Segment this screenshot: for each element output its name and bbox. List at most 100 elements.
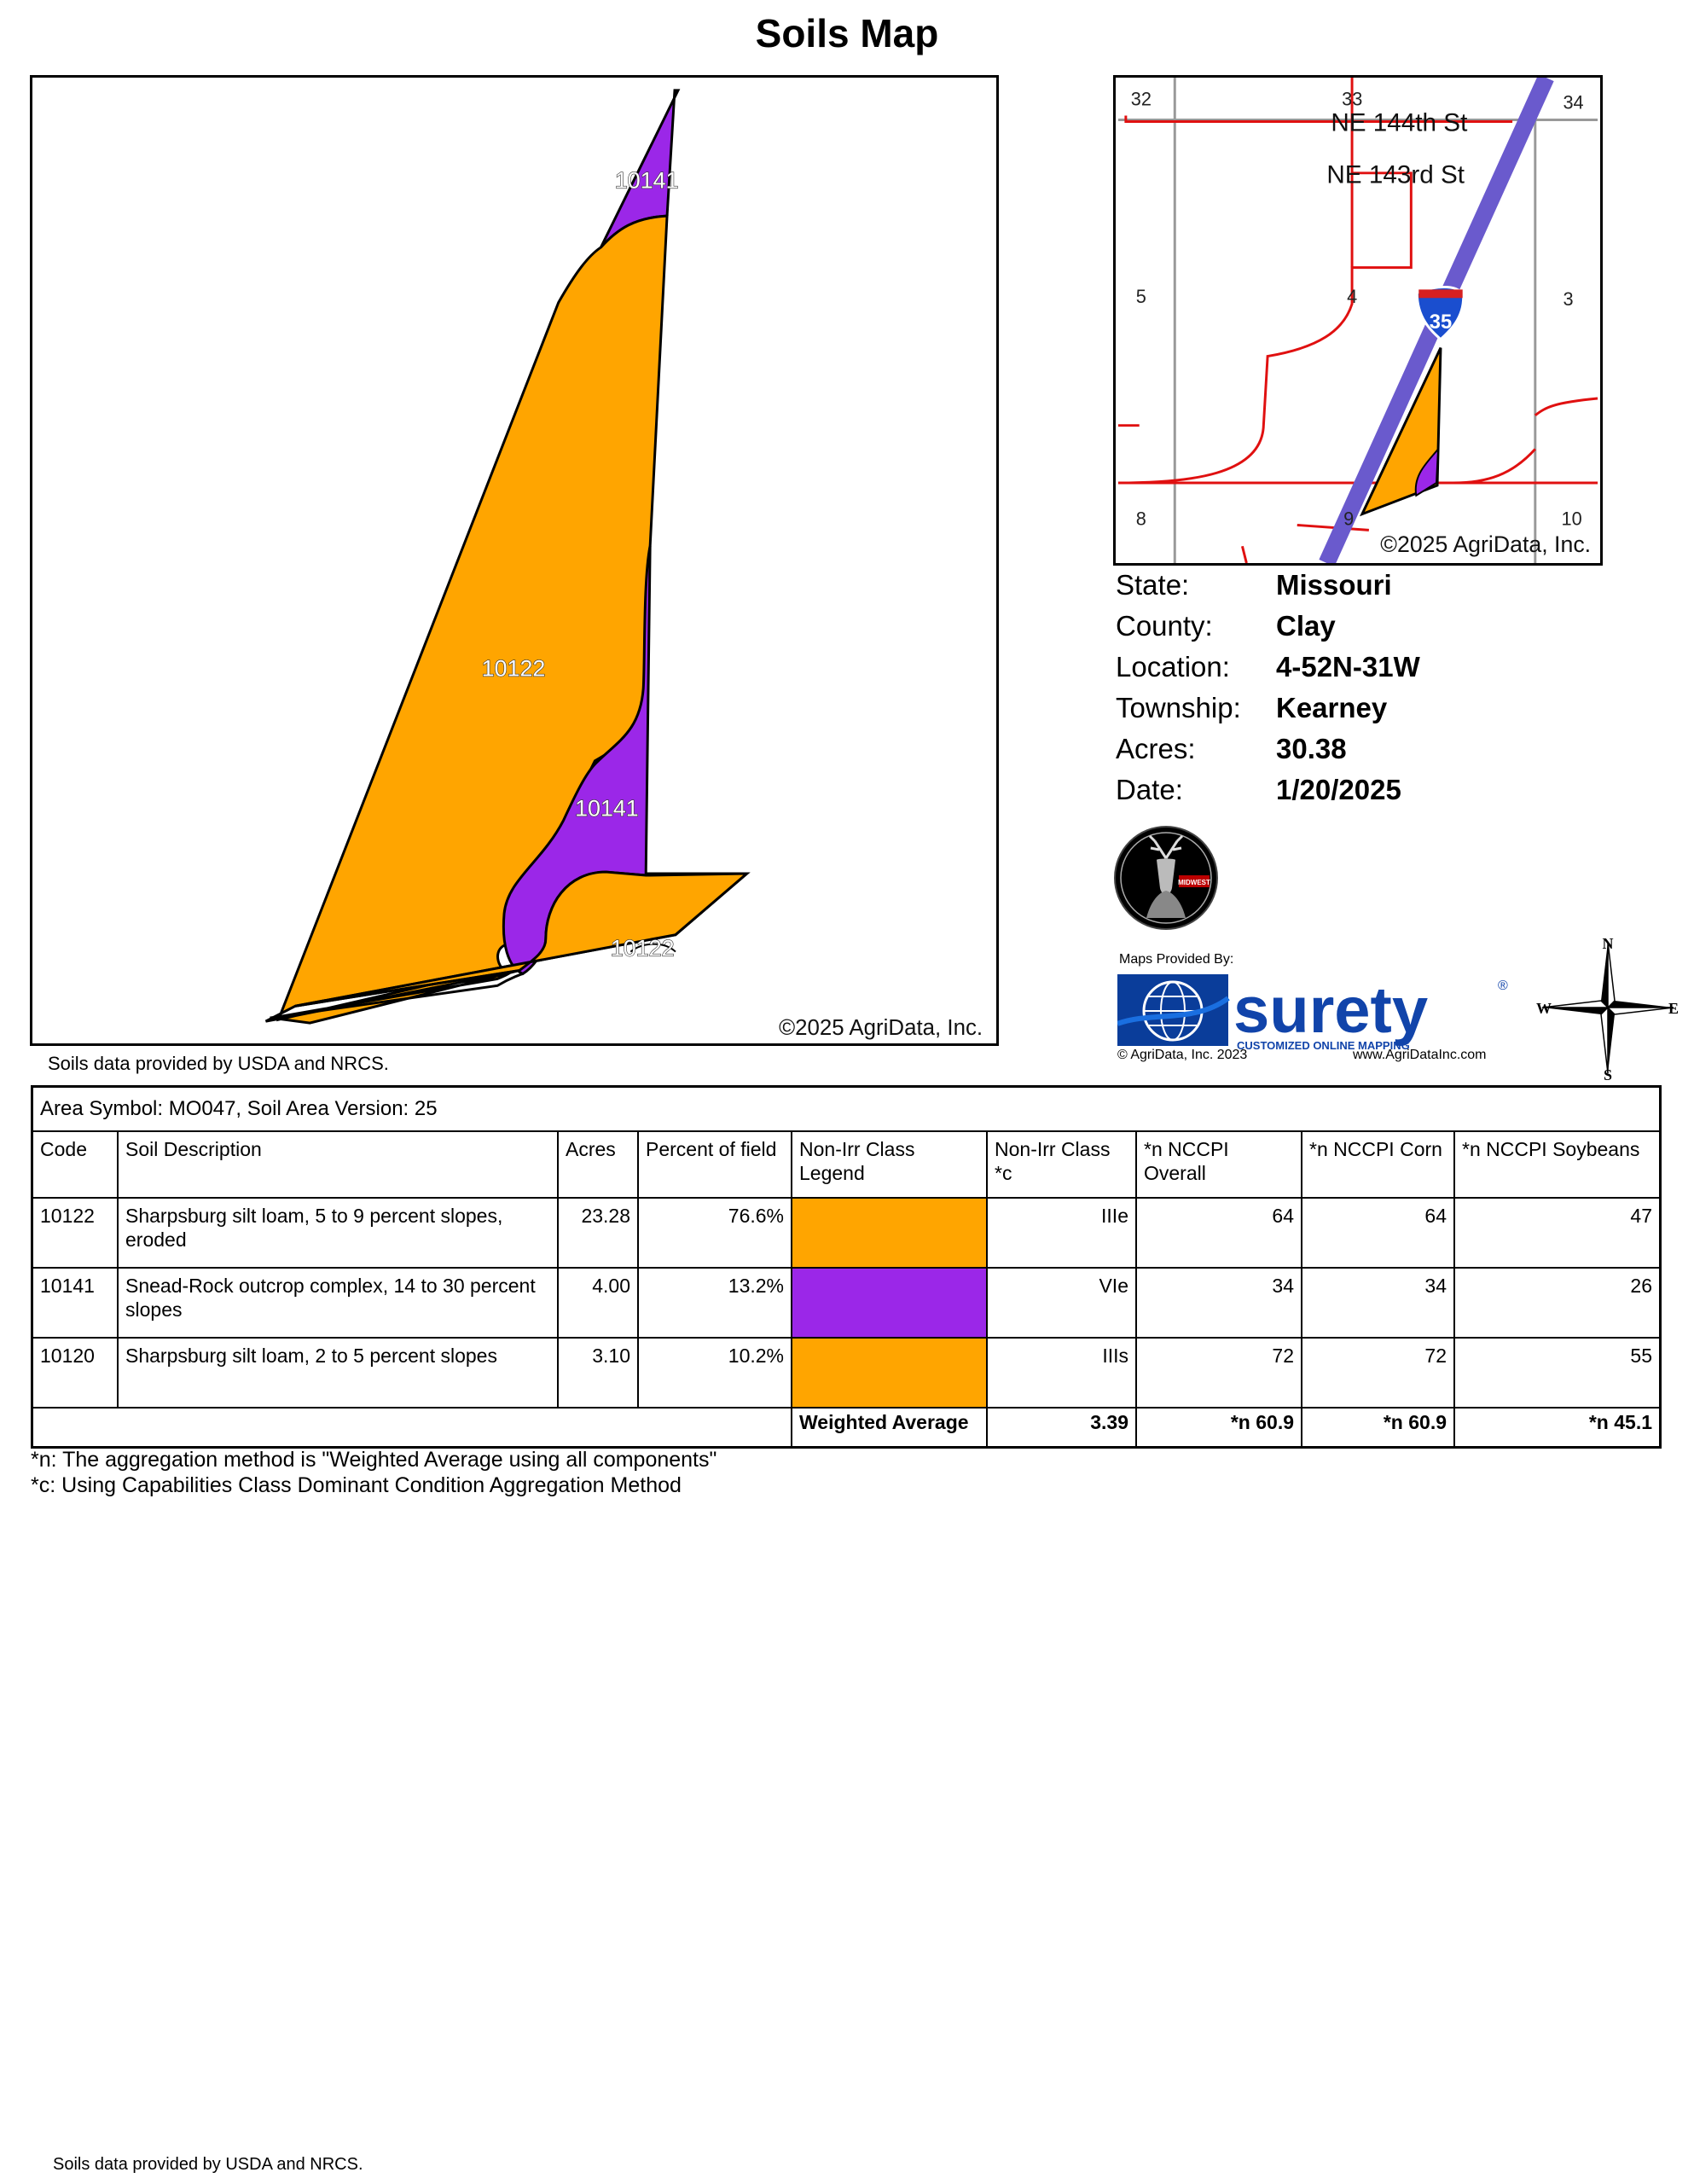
cell-overall: 72 bbox=[1135, 1337, 1302, 1409]
cell-description: Sharpsburg silt loam, 5 to 9 percent slo… bbox=[117, 1197, 559, 1269]
cell-class: IIIs bbox=[986, 1337, 1137, 1409]
weighted-average-label: Weighted Average bbox=[791, 1407, 988, 1446]
info-row-date: Date: 1/20/2025 bbox=[1116, 770, 1627, 810]
info-label: County: bbox=[1116, 610, 1213, 642]
column-header: Non-Irr Class Legend bbox=[791, 1132, 988, 1199]
info-label: Acres: bbox=[1116, 733, 1196, 764]
soils-credit: Soils data provided by USDA and NRCS. bbox=[48, 1053, 389, 1074]
cell-percent: 10.2% bbox=[637, 1337, 792, 1409]
cell-acres: 4.00 bbox=[557, 1267, 639, 1339]
cell-acres: 3.10 bbox=[557, 1337, 639, 1409]
info-value: 30.38 bbox=[1276, 733, 1347, 764]
cell-description: Snead-Rock outcrop complex, 14 to 30 per… bbox=[117, 1267, 559, 1339]
cell-percent: 13.2% bbox=[637, 1267, 792, 1339]
info-value: Clay bbox=[1276, 610, 1336, 642]
cell-soybeans: 26 bbox=[1453, 1267, 1659, 1339]
info-value: Missouri bbox=[1276, 569, 1392, 601]
info-value: 4-52N-31W bbox=[1276, 651, 1420, 682]
map-label: 10141 bbox=[615, 167, 679, 193]
section-number: 33 bbox=[1342, 89, 1362, 110]
column-header: Non-Irr Class *c bbox=[986, 1132, 1137, 1199]
road-label: NE 143rd St bbox=[1326, 161, 1465, 189]
compass-rose-icon: N S W E bbox=[1535, 935, 1680, 1083]
table-row: 10141 Snead-Rock outcrop complex, 14 to … bbox=[33, 1267, 1659, 1339]
info-value: 1/20/2025 bbox=[1276, 774, 1401, 805]
column-header: *n NCCPI Overall bbox=[1135, 1132, 1302, 1199]
section-number: 9 bbox=[1343, 508, 1354, 529]
cell-code: 10122 bbox=[33, 1197, 119, 1269]
map-label: 10122 bbox=[482, 655, 546, 681]
column-header: Acres bbox=[557, 1132, 639, 1199]
info-row-state: State: Missouri bbox=[1116, 565, 1627, 606]
info-value: Kearney bbox=[1276, 692, 1388, 723]
interstate-shield: 35 bbox=[1430, 311, 1452, 334]
svg-text:CUSTOMIZED ONLINE MAPPING: CUSTOMIZED ONLINE MAPPING bbox=[1237, 1039, 1410, 1052]
weighted-average-row: Weighted Average 3.39 *n 60.9 *n 60.9 *n… bbox=[33, 1407, 1659, 1446]
provider-copyright: © AgriData, Inc. 2023 bbox=[1117, 1048, 1248, 1062]
cell-soybeans: 47 bbox=[1453, 1197, 1659, 1269]
soils-map: 10141 10122 10141 10122 ©2025 AgriData, … bbox=[30, 75, 999, 1046]
weighted-soybeans: *n 45.1 bbox=[1453, 1407, 1659, 1446]
table-row: 10120 Sharpsburg silt loam, 2 to 5 perce… bbox=[33, 1337, 1659, 1409]
info-row-county: County: Clay bbox=[1116, 606, 1627, 647]
deer-logo-icon: MIDWEST bbox=[1112, 824, 1220, 932]
cell-soybeans: 55 bbox=[1453, 1337, 1659, 1409]
property-info: State: Missouri County: Clay Location: 4… bbox=[1116, 565, 1627, 810]
page-title: Soils Map bbox=[755, 11, 939, 55]
cell-overall: 64 bbox=[1135, 1197, 1302, 1269]
info-row-acres: Acres: 30.38 bbox=[1116, 729, 1627, 770]
note: *c: Using Capabilities Class Dominant Co… bbox=[31, 1473, 682, 1497]
map-label: 10141 bbox=[575, 795, 639, 821]
section-number: 4 bbox=[1347, 286, 1357, 307]
section-number: 5 bbox=[1136, 286, 1146, 307]
table-row: 10122 Sharpsburg silt loam, 5 to 9 perce… bbox=[33, 1197, 1659, 1269]
legend-swatch bbox=[791, 1337, 988, 1409]
section-number: 32 bbox=[1131, 89, 1152, 110]
road-label: NE 144th St bbox=[1331, 108, 1468, 136]
cell-percent: 76.6% bbox=[637, 1197, 792, 1269]
map-copyright: ©2025 AgriData, Inc. bbox=[779, 1016, 983, 1040]
cell-corn: 34 bbox=[1301, 1267, 1455, 1339]
cell-acres: 23.28 bbox=[557, 1197, 639, 1269]
info-label: State: bbox=[1116, 569, 1190, 601]
legend-swatch bbox=[791, 1197, 988, 1269]
soils-credit-footer: Soils data provided by USDA and NRCS. bbox=[53, 2155, 363, 2174]
info-label: Township: bbox=[1116, 692, 1241, 723]
section-number: 3 bbox=[1563, 288, 1573, 310]
info-row-location: Location: 4-52N-31W bbox=[1116, 647, 1627, 688]
legend-swatch bbox=[791, 1267, 988, 1339]
info-label: Location: bbox=[1116, 651, 1230, 682]
compass-s: S bbox=[1604, 1066, 1612, 1080]
cell-corn: 72 bbox=[1301, 1337, 1455, 1409]
note: *n: The aggregation method is "Weighted … bbox=[31, 1448, 717, 1472]
cell-code: 10120 bbox=[33, 1337, 119, 1409]
table-header-row: Code Soil Description Acres Percent of f… bbox=[33, 1132, 1659, 1199]
cell-code: 10141 bbox=[33, 1267, 119, 1339]
weighted-class: 3.39 bbox=[986, 1407, 1137, 1446]
cell-class: IIIe bbox=[986, 1197, 1137, 1269]
surety-logo: surety ® CUSTOMIZED ONLINE MAPPING bbox=[1116, 964, 1510, 1066]
section-number: 8 bbox=[1136, 508, 1146, 529]
locator-map: 35 32 33 34 5 4 3 8 9 10 NE 144th St NE … bbox=[1113, 75, 1603, 566]
svg-text:surety: surety bbox=[1233, 974, 1428, 1047]
info-label: Date: bbox=[1116, 774, 1183, 805]
svg-text:MIDWEST: MIDWEST bbox=[1178, 879, 1210, 886]
weighted-corn: *n 60.9 bbox=[1301, 1407, 1455, 1446]
locator-copyright: ©2025 AgriData, Inc. bbox=[1380, 531, 1591, 557]
cell-overall: 34 bbox=[1135, 1267, 1302, 1339]
compass-e: E bbox=[1668, 1000, 1679, 1017]
compass-n: N bbox=[1603, 935, 1614, 952]
info-row-township: Township: Kearney bbox=[1116, 688, 1627, 729]
cell-corn: 64 bbox=[1301, 1197, 1455, 1269]
section-number: 10 bbox=[1561, 508, 1581, 529]
compass-w: W bbox=[1536, 1000, 1552, 1017]
section-number: 34 bbox=[1563, 92, 1583, 113]
column-header: Soil Description bbox=[117, 1132, 559, 1199]
provider-url: www.AgriDataInc.com bbox=[1353, 1048, 1487, 1062]
area-symbol: Area Symbol: MO047, Soil Area Version: 2… bbox=[33, 1088, 1659, 1132]
maps-provided-by: Maps Provided By: bbox=[1119, 952, 1234, 967]
column-header: *n NCCPI Soybeans bbox=[1453, 1132, 1659, 1199]
column-header: Code bbox=[33, 1132, 119, 1199]
column-header: *n NCCPI Corn bbox=[1301, 1132, 1455, 1199]
svg-text:®: ® bbox=[1498, 979, 1508, 993]
